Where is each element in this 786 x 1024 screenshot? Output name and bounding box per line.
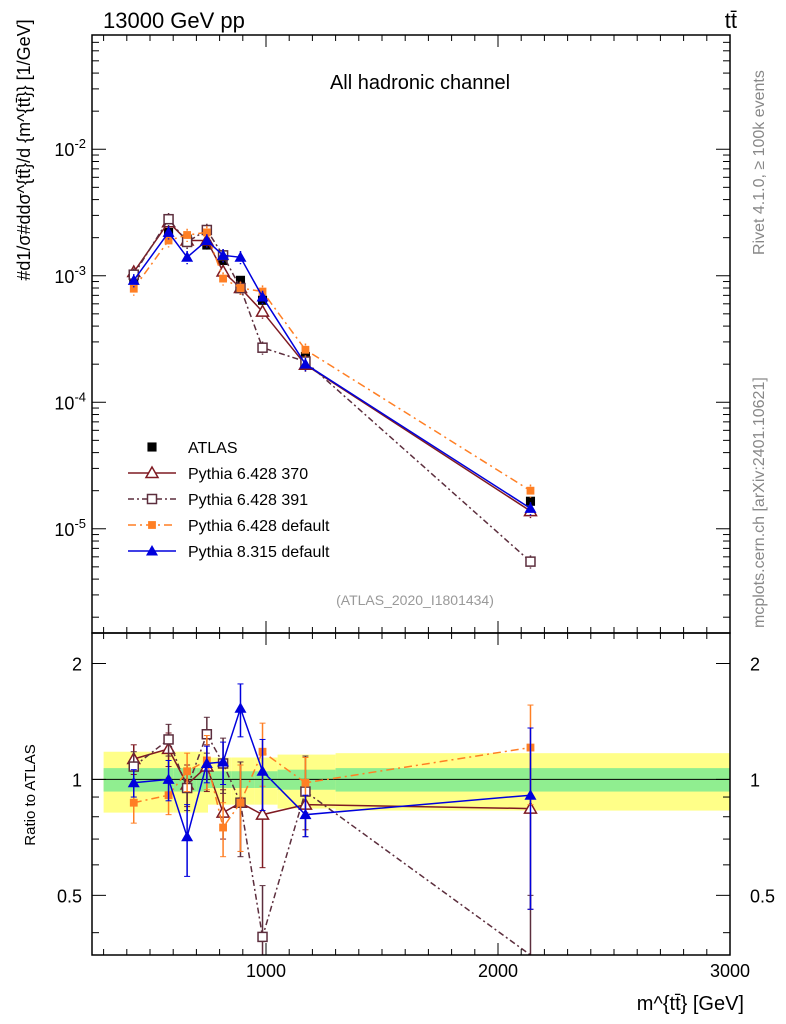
data-point (526, 486, 535, 495)
ratio-tick-label-right: 2 (750, 654, 760, 674)
y-tick-label: 10-5 (54, 516, 86, 540)
axes (91, 34, 731, 956)
x-tick-label: 1000 (246, 961, 286, 981)
ratio-tick-label-right: 0.5 (750, 886, 775, 906)
header-right: tt̄ (725, 8, 737, 33)
series-2 (128, 212, 536, 569)
data-point (525, 556, 536, 567)
ratio-tick-label-left: 2 (72, 654, 82, 674)
header-left: 13000 GeV pp (103, 8, 245, 33)
data-point (164, 236, 173, 245)
data-point (162, 226, 175, 237)
data-point (215, 264, 231, 277)
data-point (236, 798, 245, 807)
series-line (133, 217, 531, 563)
data-point (181, 830, 194, 842)
data-point (162, 773, 175, 784)
data-point (163, 734, 174, 745)
data-point (219, 274, 227, 283)
y-tick-label: 10-3 (54, 263, 86, 287)
data-point (301, 778, 310, 787)
data-point (146, 545, 158, 556)
data-point (256, 290, 269, 302)
chart-title: All hadronic channel (330, 72, 510, 94)
data-point (256, 765, 269, 776)
data-point (257, 342, 268, 353)
data-point (257, 931, 268, 943)
legend-label: Pythia 6.428 default (188, 518, 330, 535)
data-point (217, 755, 230, 767)
legend-label: Pythia 8.315 default (188, 544, 330, 561)
data-point (255, 304, 270, 317)
series-layer (126, 212, 538, 956)
data-point (234, 251, 247, 262)
data-point (181, 251, 194, 262)
x-tick-label: 3000 (710, 961, 750, 981)
data-point (146, 493, 158, 505)
data-point (255, 807, 270, 820)
rivet-version-label: Rivet 4.1.0, ≥ 100k events (751, 70, 768, 255)
data-point (219, 823, 227, 832)
data-point (129, 284, 138, 293)
data-point (200, 234, 213, 245)
data-point (217, 249, 230, 260)
data-point (148, 521, 156, 529)
data-point (183, 231, 192, 239)
mcplots-label: mcplots.cern.ch [arXiv:2401.10621] (751, 377, 768, 628)
data-point (235, 275, 246, 285)
analysis-id: (ATLAS_2020_I1801434) (336, 592, 494, 608)
legend: ATLAS Pythia 6.428 370 Pythia 6.428 391 Pyt… (128, 440, 330, 561)
data-point (200, 757, 213, 768)
data-point (127, 274, 140, 285)
ratio-frame (91, 632, 731, 956)
data-point (524, 502, 537, 513)
data-point (525, 496, 536, 506)
data-point (129, 798, 138, 807)
data-point (147, 442, 157, 452)
ratio-series-4 (127, 683, 537, 910)
series-4 (127, 226, 537, 516)
x-tick-label: 2000 (478, 961, 518, 981)
x-axis-label: m^{tt̄} [GeV] (637, 993, 744, 1015)
y-tick-label: 10-2 (54, 136, 86, 160)
data-point (301, 345, 310, 354)
y-axis-label: #d1/σ#ddσ^{tt̄}/d {m^{tt̄}} [1/GeV] (14, 19, 34, 280)
data-point (236, 284, 245, 292)
ratio-tick-label-right: 1 (750, 770, 760, 790)
data-point (299, 808, 312, 820)
data-point (234, 702, 247, 713)
data-point (299, 358, 312, 369)
y-tick-label: 10-4 (54, 389, 86, 413)
legend-label: Pythia 6.428 391 (188, 492, 308, 509)
data-point (202, 228, 211, 237)
ratio-tick-label-left: 0.5 (57, 886, 82, 906)
data-point (144, 465, 160, 479)
series-3 (129, 226, 535, 498)
ratio-tick-label-left: 1 (72, 770, 82, 790)
data-point (183, 767, 192, 776)
legend-label: ATLAS (188, 440, 238, 457)
ratio-axis-label: Ratio to ATLAS (22, 744, 39, 845)
uncertainty-bands (103, 751, 730, 813)
data-point (163, 213, 174, 225)
tick-labels: 1000 2000 3000 10-5 10-4 10-3 10-2 0.5 0.5 1 1 2 2 (54, 136, 775, 981)
data-point (127, 776, 140, 788)
data-point (524, 789, 537, 800)
legend-label: Pythia 6.428 370 (188, 466, 308, 483)
